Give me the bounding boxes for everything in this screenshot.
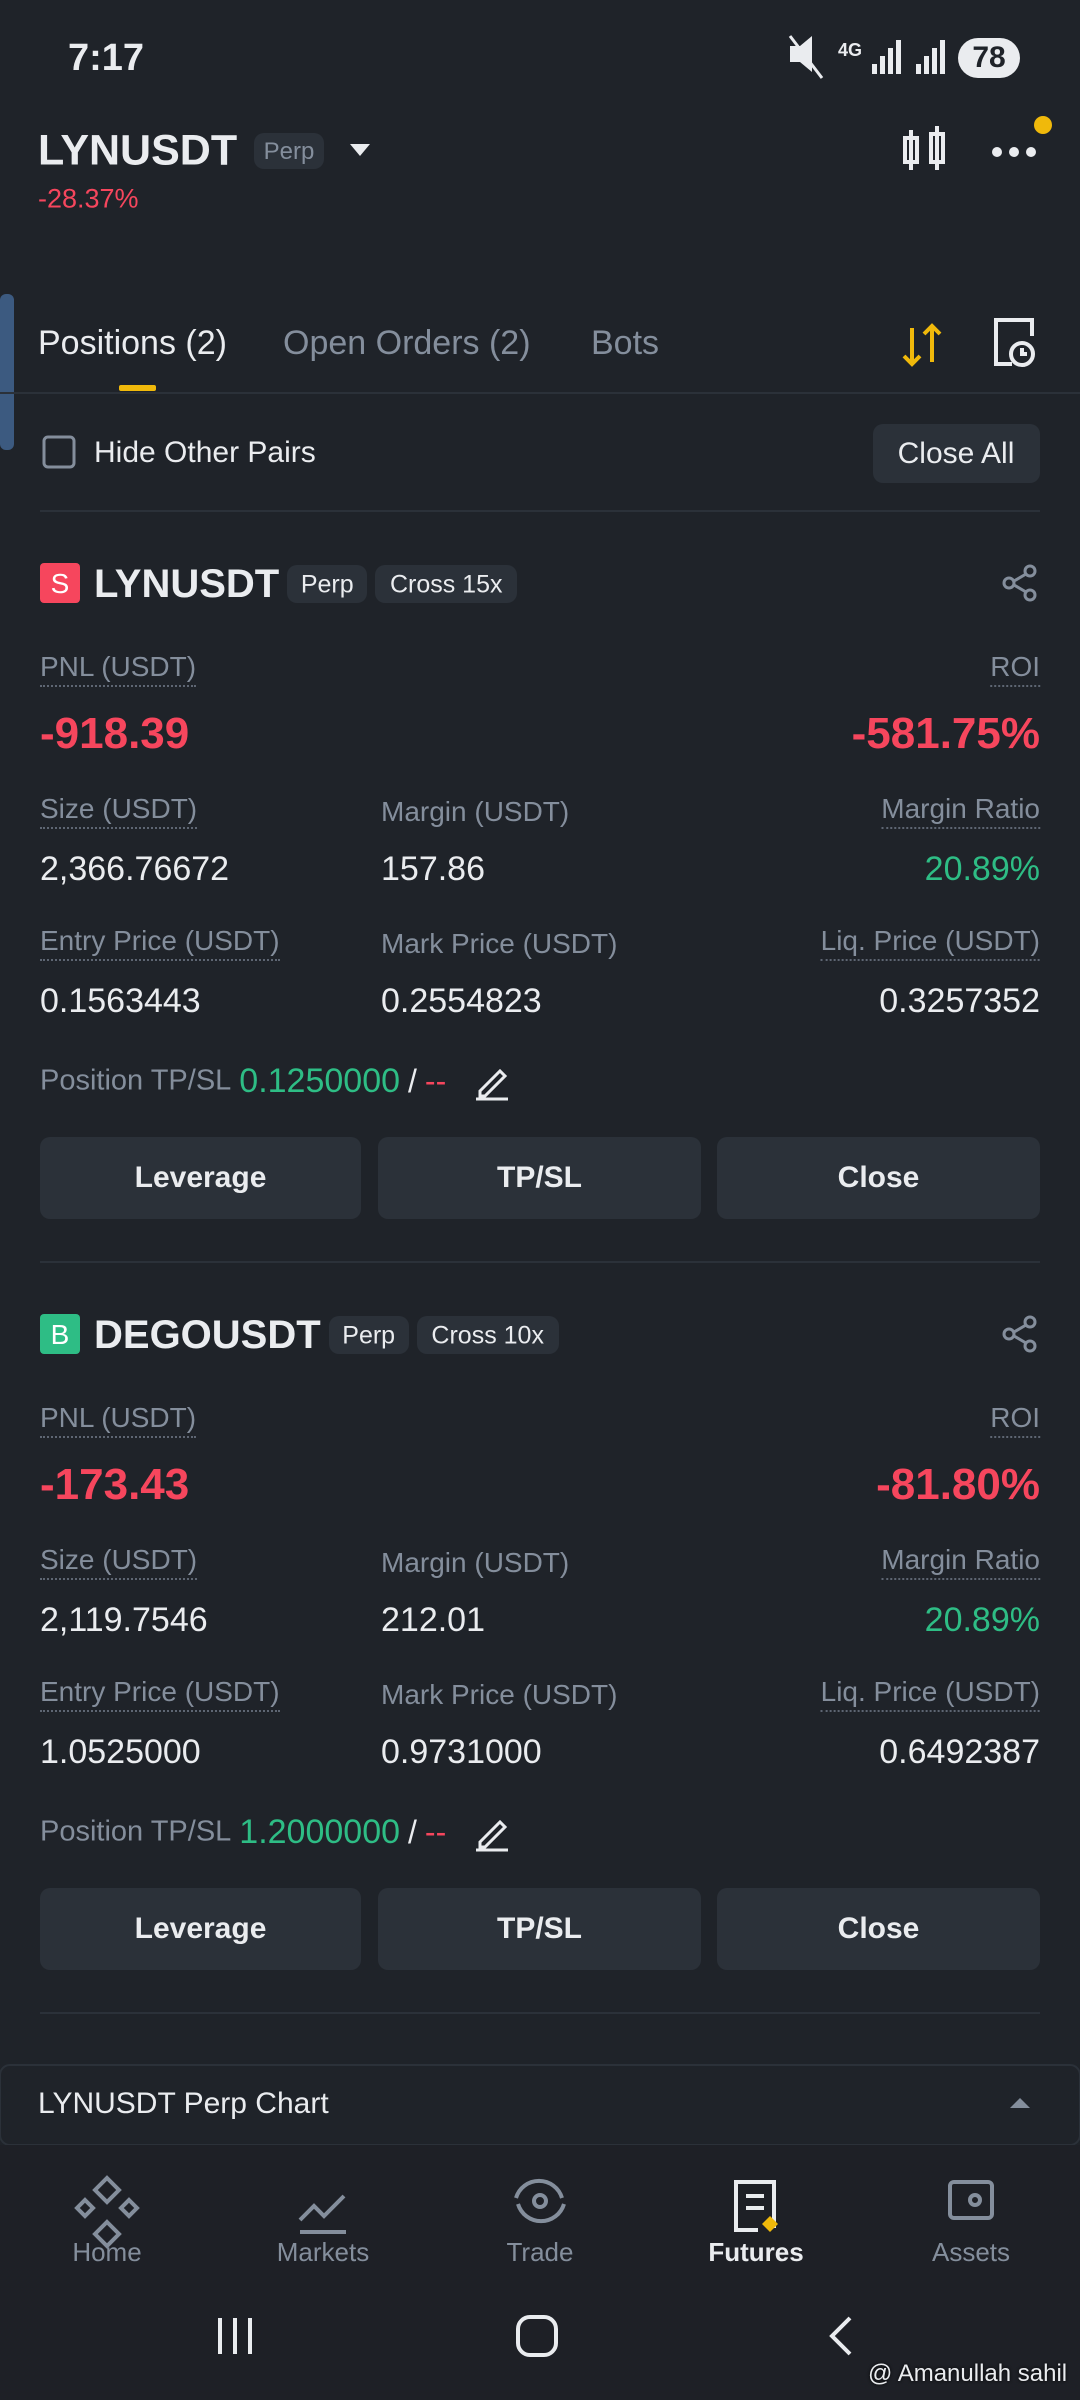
field-value: 0.1563443 — [40, 982, 201, 1020]
field-label: Margin Ratio — [881, 1546, 1040, 1580]
field-value: 20.89% — [924, 1601, 1040, 1639]
nav-label[interactable]: Assets — [931, 2237, 1011, 2267]
watermark: @ Amanullah sahil — [868, 2360, 1068, 2387]
field-value: 0.3257352 — [879, 982, 1040, 1020]
side: S — [50, 568, 70, 599]
side: B — [50, 1319, 70, 1350]
field-label: Mark Price (USDT) — [381, 1679, 618, 1710]
chart-toggle[interactable]: LYNUSDT Perp Chart — [38, 2087, 329, 2120]
action-button[interactable] — [717, 1888, 1040, 1970]
field-label: Liq. Price (USDT) — [820, 1678, 1040, 1712]
badge: Perp — [300, 570, 354, 599]
sl-value: -- — [424, 1814, 447, 1850]
mode-bg — [375, 565, 518, 603]
edit-icon[interactable] — [472, 1061, 512, 1101]
field-label: Margin (USDT) — [381, 1547, 570, 1578]
margin-mode: Cross 10x — [431, 1321, 544, 1350]
share-icon[interactable] — [1000, 563, 1040, 603]
field-label: Liq. Price (USDT) — [820, 927, 1040, 961]
field-label: ROI — [990, 1404, 1040, 1438]
field-value: -173.43 — [40, 1460, 190, 1509]
side-badge — [40, 1314, 80, 1354]
battery: 78 — [972, 41, 1006, 74]
nav-label[interactable]: Futures — [708, 2237, 804, 2267]
symbol[interactable]: LYNUSDT — [38, 126, 238, 175]
field-label: Margin (USDT) — [381, 796, 570, 827]
field-label: Size (USDT) — [40, 795, 198, 829]
share-icon[interactable] — [1000, 1314, 1040, 1354]
position-symbol: DEGOUSDT — [94, 1313, 321, 1357]
field-label: ROI — [990, 653, 1040, 687]
field-value: 1.0525000 — [40, 1733, 201, 1771]
action-button[interactable] — [717, 1137, 1040, 1219]
badge-bg — [328, 1316, 409, 1354]
edit-icon[interactable] — [472, 1812, 512, 1852]
action-button[interactable] — [378, 1888, 701, 1970]
field-value: -581.75% — [851, 709, 1040, 758]
field-label: PNL (USDT) — [40, 1404, 197, 1438]
tab[interactable]: Bots — [591, 324, 660, 362]
action-label[interactable]: Close — [837, 1161, 920, 1194]
field-label: Size (USDT) — [40, 1546, 198, 1580]
action-label[interactable]: Close — [837, 1912, 920, 1945]
field-value: 0.9731000 — [381, 1733, 542, 1771]
field-label: Margin Ratio — [881, 795, 1040, 829]
field-label: Entry Price (USDT) — [40, 1678, 280, 1712]
tpsl-label: Position TP/SL — [40, 1815, 232, 1848]
field-value: 20.89% — [924, 850, 1040, 888]
field-label: Mark Price (USDT) — [381, 928, 618, 959]
field-label: PNL (USDT) — [40, 653, 197, 687]
field-value: -918.39 — [40, 709, 190, 758]
badge: Perp — [263, 138, 315, 165]
action-button[interactable] — [40, 1888, 361, 1970]
nav-label[interactable]: Trade — [506, 2237, 574, 2267]
status-icons — [788, 35, 1020, 79]
tab[interactable]: Open Orders (2) — [283, 324, 531, 362]
action-label[interactable]: Leverage — [134, 1912, 267, 1945]
close-all[interactable]: Close All — [897, 437, 1015, 470]
sl-value: -- — [424, 1063, 447, 1099]
badge-bg — [254, 133, 324, 169]
tp-value: 1.2000000 — [239, 1813, 401, 1851]
badge-bg — [287, 565, 368, 603]
tpsl-label: Position TP/SL — [40, 1064, 232, 1097]
field-value: 0.6492387 — [879, 1733, 1040, 1771]
position-symbol: LYNUSDT — [94, 562, 280, 606]
hide-other-pairs[interactable]: Hide Other Pairs — [94, 436, 316, 469]
nav-label[interactable]: Home — [72, 2237, 142, 2267]
field-value: 2,119.7546 — [40, 1601, 208, 1639]
field-value: 157.86 — [381, 850, 485, 888]
action-label[interactable]: Leverage — [134, 1161, 267, 1194]
tab[interactable]: Positions (2) — [38, 324, 227, 362]
field-label: Entry Price (USDT) — [40, 927, 280, 961]
network: 4G — [838, 40, 863, 60]
close-all-bg[interactable] — [873, 424, 1040, 483]
tp-value: 0.1250000 — [239, 1062, 401, 1100]
separator: / — [408, 1063, 417, 1099]
action-label[interactable]: TP/SL — [496, 1912, 583, 1945]
margin-mode: Cross 15x — [389, 570, 503, 599]
separator: / — [408, 1814, 417, 1850]
action-button[interactable] — [40, 1137, 361, 1219]
side-badge — [40, 563, 80, 603]
clock: 7:17 — [68, 37, 145, 79]
mode-bg — [416, 1316, 559, 1354]
action-button[interactable] — [378, 1137, 701, 1219]
action-label[interactable]: TP/SL — [496, 1161, 583, 1194]
field-value: -81.80% — [876, 1460, 1040, 1509]
field-value: 2,366.76672 — [40, 850, 230, 888]
field-value: 212.01 — [381, 1601, 485, 1639]
price-change: -28.37% — [38, 183, 139, 214]
field-value: 0.2554823 — [381, 982, 542, 1020]
nav-label[interactable]: Markets — [276, 2237, 370, 2267]
badge: Perp — [342, 1321, 396, 1350]
